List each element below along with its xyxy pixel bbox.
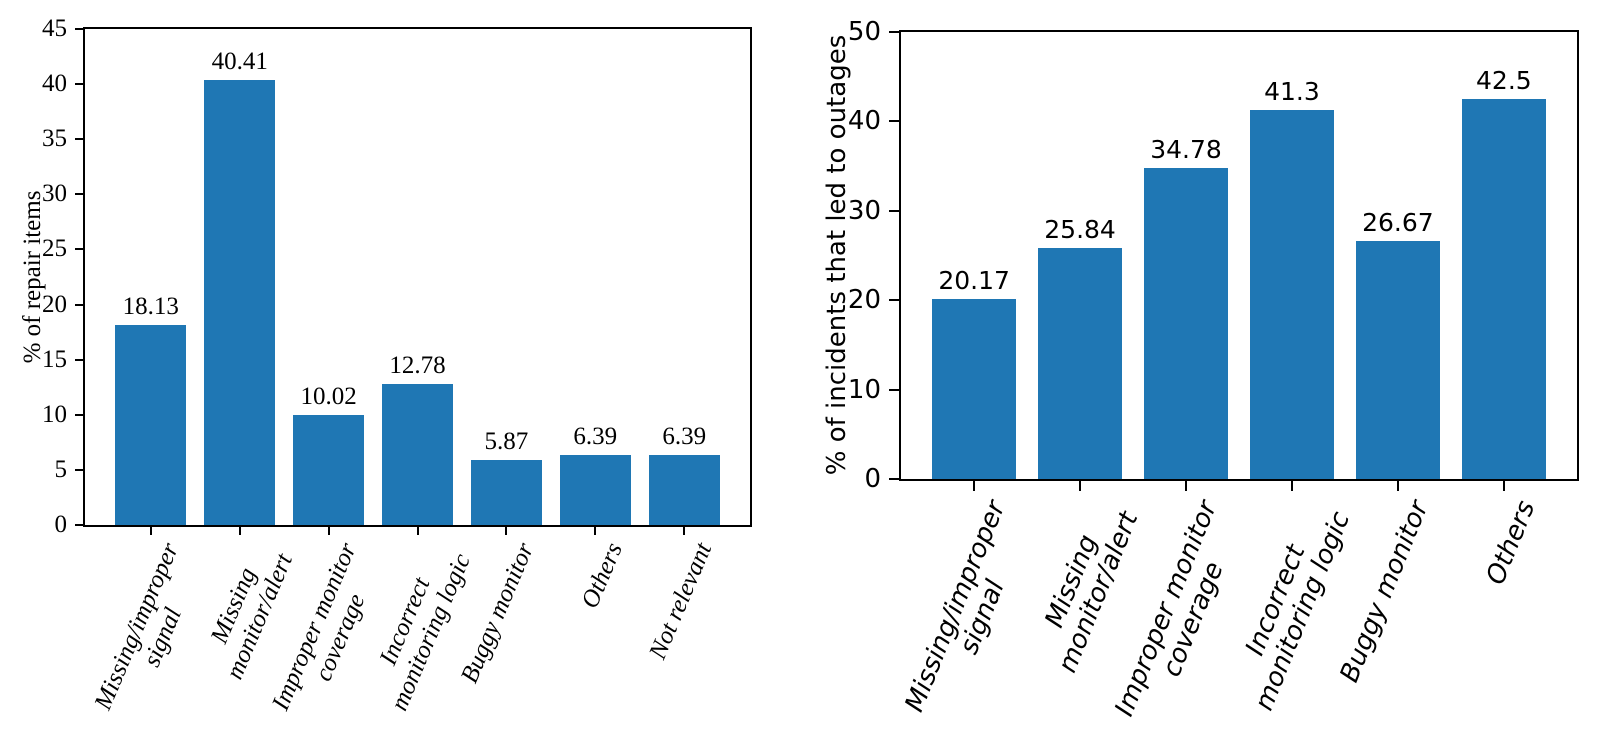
- bar-value-label: 10.02: [300, 382, 357, 410]
- y-tick-label: 45: [42, 15, 67, 42]
- x-tick-mark: [327, 525, 330, 535]
- x-tick-mark: [1079, 479, 1082, 491]
- bar: [293, 414, 365, 525]
- y-tick-label: 15: [42, 345, 67, 373]
- y-tick-label: 10: [42, 400, 67, 428]
- bar: [1249, 109, 1335, 479]
- y-tick-label: 30: [847, 195, 881, 226]
- outage-incidents-bar-chart: % of incidents that led to outages 0 10 20…: [800, 0, 1600, 729]
- y-tick-mark: [75, 138, 83, 141]
- y-tick-label: 30: [42, 180, 67, 208]
- bar: [931, 298, 1017, 479]
- x-tick-label: Others: [576, 539, 629, 613]
- bar: [381, 384, 454, 525]
- y-tick-mark: [75, 193, 83, 196]
- repair-items-bar-chart: % of repair items 0 5 10 15 20 25 30 35 40 45 18.1…: [19, 15, 752, 714]
- bar-value-label: 26.67: [1362, 207, 1434, 237]
- x-tick-label: Missing/improper signal: [899, 496, 1012, 717]
- x-tick-mark: [683, 525, 686, 535]
- y-tick-mark: [75, 303, 83, 306]
- x-tick-label: Missing monitor/alert: [206, 549, 298, 684]
- y-tick-mark: [889, 120, 899, 123]
- y-tick-mark: [75, 413, 83, 416]
- x-tick-mark: [973, 479, 976, 491]
- y-tick-label: 0: [54, 511, 68, 538]
- bar-value-label: 40.41: [211, 47, 268, 75]
- bar-value-label: 12.78: [389, 352, 446, 380]
- y-tick-label: 40: [847, 106, 881, 137]
- bar-value-label: 25.84: [1044, 214, 1116, 244]
- bar: [648, 454, 720, 525]
- y-tick-label: 0: [864, 464, 881, 494]
- y-tick-label: 35: [42, 125, 67, 153]
- plot-area: [899, 30, 1579, 481]
- x-tick-label: Not relevant: [644, 539, 718, 664]
- bar: [1355, 240, 1441, 479]
- y-tick-label: 40: [42, 70, 67, 98]
- bar-value-label: 41.3: [1264, 76, 1320, 106]
- bar: [1037, 248, 1123, 479]
- y-tick-mark: [75, 83, 83, 86]
- x-tick-label: Missing monitor/alert: [1039, 507, 1144, 677]
- bar-value-label: 34.78: [1150, 135, 1222, 165]
- x-tick-mark: [149, 525, 152, 535]
- bar-value-label: 6.39: [662, 422, 707, 450]
- y-tick-mark: [889, 209, 899, 212]
- bar-value-label: 18.13: [122, 293, 179, 321]
- bar: [115, 325, 187, 525]
- plot-area: [83, 27, 752, 527]
- x-tick-mark: [1185, 479, 1188, 491]
- x-tick-mark: [416, 525, 419, 535]
- x-tick-label: Missing/improper signal: [89, 539, 187, 714]
- x-tick-label: Others: [1480, 496, 1541, 589]
- bar: [204, 79, 276, 525]
- x-tick-mark: [594, 525, 597, 535]
- y-tick-label: 20: [847, 285, 881, 316]
- bar: [1143, 168, 1229, 479]
- y-tick-mark: [75, 468, 83, 471]
- x-tick-mark: [1290, 479, 1293, 491]
- y-tick-label: 50: [847, 17, 881, 47]
- bar: [470, 460, 542, 525]
- y-tick-mark: [889, 478, 899, 480]
- x-tick-mark: [505, 525, 508, 535]
- bar: [559, 454, 631, 525]
- y-tick-mark: [889, 31, 899, 33]
- y-axis-title: % of repair items: [19, 190, 46, 364]
- y-tick-mark: [75, 358, 83, 361]
- bar: [1461, 99, 1547, 479]
- bar-value-label: 20.17: [938, 265, 1010, 295]
- x-tick-mark: [238, 525, 241, 535]
- y-tick-mark: [889, 299, 899, 302]
- y-tick-label: 5: [54, 455, 68, 483]
- x-tick-mark: [1396, 479, 1399, 491]
- y-tick-mark: [75, 28, 83, 30]
- y-tick-mark: [75, 524, 83, 526]
- y-tick-label: 20: [42, 290, 67, 318]
- y-tick-mark: [75, 248, 83, 251]
- y-tick-label: 25: [42, 235, 67, 263]
- y-tick-mark: [889, 388, 899, 391]
- y-tick-label: 10: [847, 374, 881, 405]
- bar-value-label: 5.87: [484, 428, 529, 456]
- bar-value-label: 6.39: [573, 422, 618, 450]
- bar-value-label: 42.5: [1476, 66, 1532, 96]
- y-axis-title: % of incidents that led to outages: [822, 34, 852, 476]
- x-tick-mark: [1502, 479, 1505, 491]
